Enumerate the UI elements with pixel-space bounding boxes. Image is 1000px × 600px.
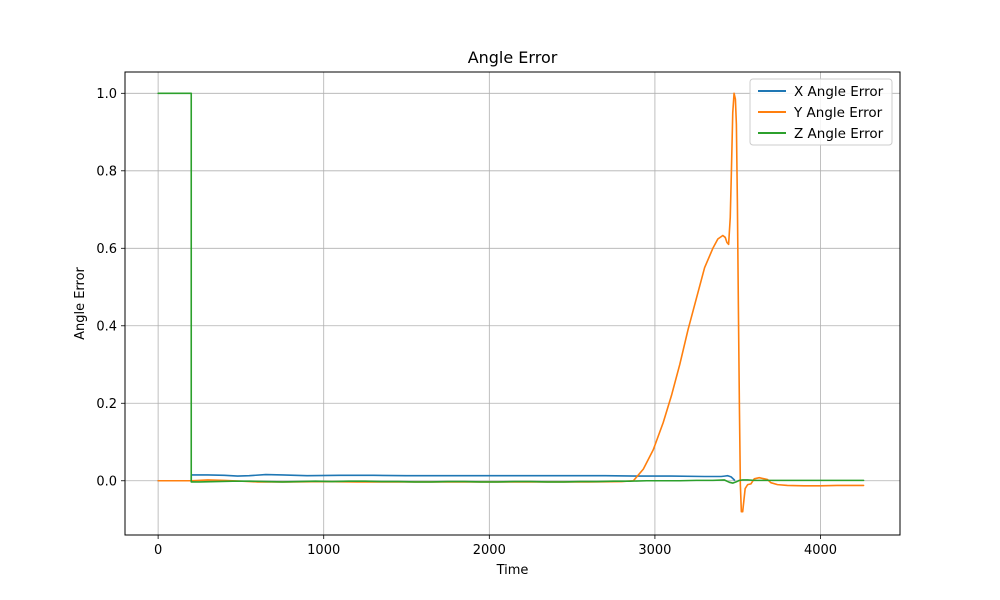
y-tick-label: 0.0 <box>96 474 117 489</box>
series-line-z-angle-error <box>157 92 865 484</box>
legend-entry-label: X Angle Error <box>794 84 884 100</box>
plot-frame <box>124 71 901 536</box>
chart-title: Angle Error <box>468 48 558 67</box>
x-tick-label: 4000 <box>804 543 837 558</box>
x-tick-label: 1000 <box>307 543 340 558</box>
y-axis-label: Angle Error <box>73 266 88 339</box>
legend-entry-label: Z Angle Error <box>794 126 884 142</box>
series-line-x-angle-error <box>157 473 736 482</box>
y-tick-label: 0.4 <box>96 319 117 334</box>
legend-box <box>749 78 893 146</box>
x-tick-label: 0 <box>154 543 162 558</box>
y-tick-label: 1.0 <box>96 87 117 102</box>
axis-ticks: 0 1000 2000 3000 4000 0.0 0.2 0.4 0.6 0.8 1.0 <box>96 87 837 558</box>
x-tick-label: 2000 <box>473 543 506 558</box>
series-lines <box>157 92 865 513</box>
y-tick-label: 0.6 <box>96 242 117 257</box>
legend-entry-label: Y Angle Error <box>793 105 883 121</box>
x-tick-label: 3000 <box>638 543 671 558</box>
y-tick-label: 0.8 <box>96 164 117 179</box>
legend: X Angle Error Y Angle Error Z Angle Error <box>749 78 893 146</box>
x-axis-label: Time <box>496 563 529 578</box>
series-line-y-angle-error <box>157 92 865 513</box>
y-tick-label: 0.2 <box>96 397 117 412</box>
